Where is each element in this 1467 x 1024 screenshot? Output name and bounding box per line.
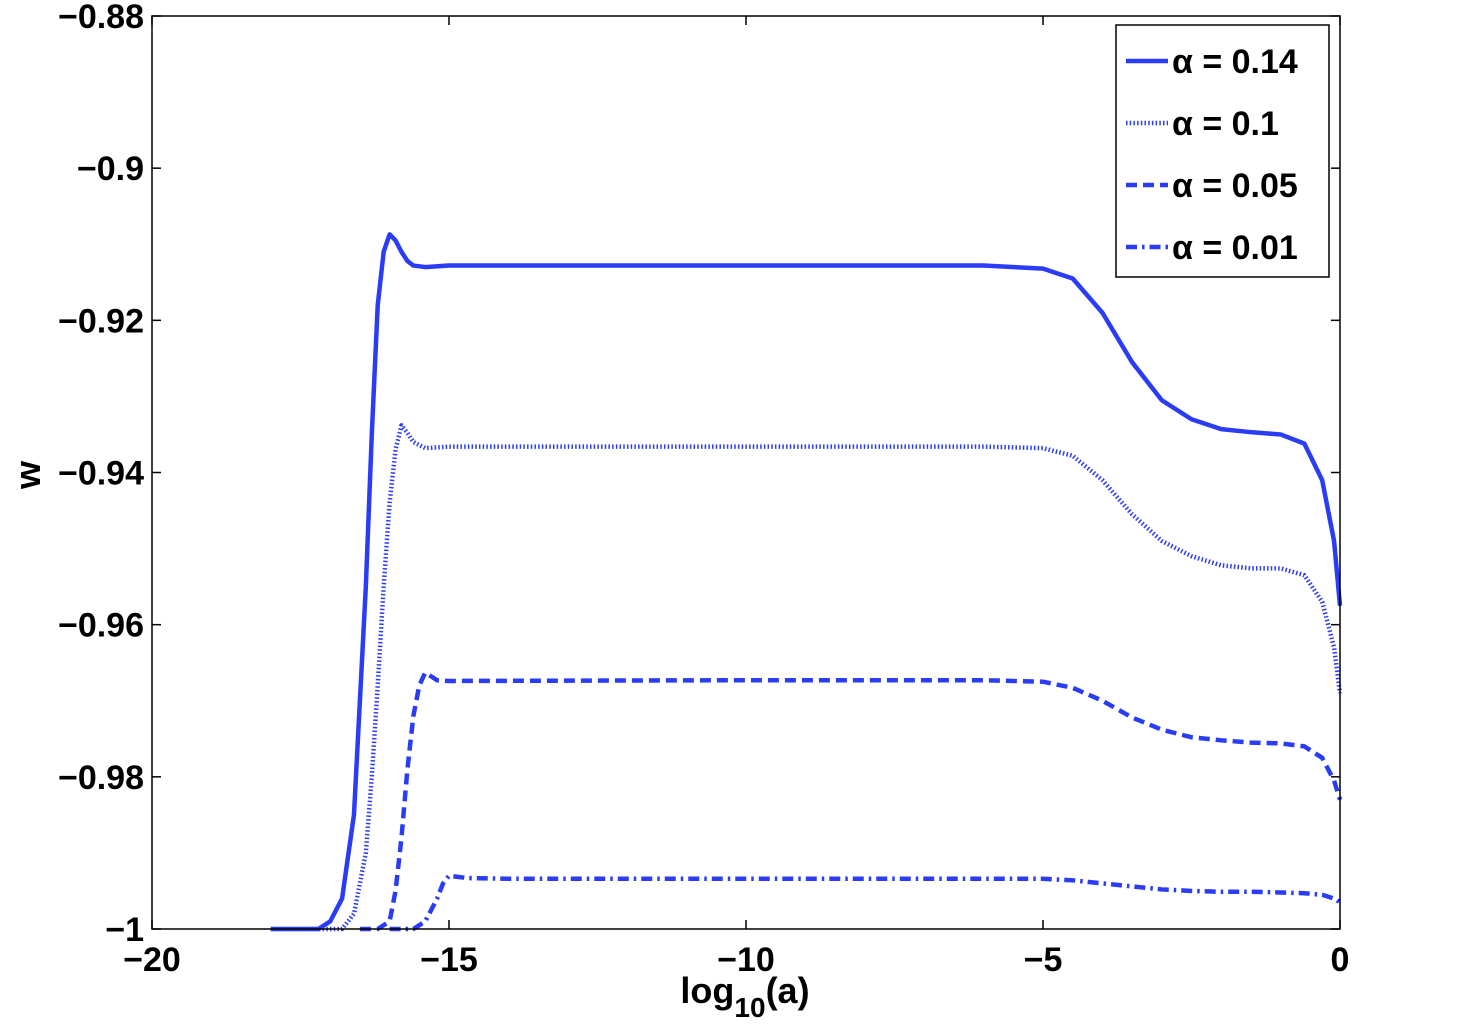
series-line [270,232,1343,932]
y-tick-label: −0.94 [58,455,144,493]
legend: α = 0.14 α = 0.1 α = 0.05 α = 0.01 [1115,24,1330,278]
y-axis-title: w [7,460,48,490]
x-axis-title-main: log [680,970,734,1011]
x-tick-label: −20 [123,941,181,979]
legend-label: α = 0.01 [1172,229,1298,267]
legend-label: α = 0.14 [1172,43,1298,81]
series-line [389,873,1342,932]
x-axis-title-rest: (a) [766,970,810,1011]
series-layer [270,232,1343,932]
y-tick-label: −0.98 [58,759,144,797]
legend-box [1115,24,1330,278]
y-tick-label: −0.92 [58,302,144,340]
x-axis-title: log10(a) [680,970,809,1023]
x-tick-label: 0 [1331,941,1350,979]
legend-label: α = 0.1 [1172,105,1279,143]
y-tick-label: −0.88 [58,0,144,36]
x-tick-label: −15 [420,941,478,979]
x-tick-label: −10 [717,941,775,979]
y-tick-label: −0.96 [58,607,144,645]
tick-layer: −20 −15 −10 −5 0 −1 −0.98 −0.96 −0.94 −0.92 −0.9 −0… [58,0,1349,979]
x-tick-label: −5 [1024,941,1063,979]
y-tick-label: −1 [105,911,144,949]
legend-label: α = 0.05 [1172,167,1298,205]
x-axis-title-subscript: 10 [734,992,765,1023]
y-tick-label: −0.9 [77,150,144,188]
series-line [359,670,1343,932]
series-line [270,423,1343,932]
